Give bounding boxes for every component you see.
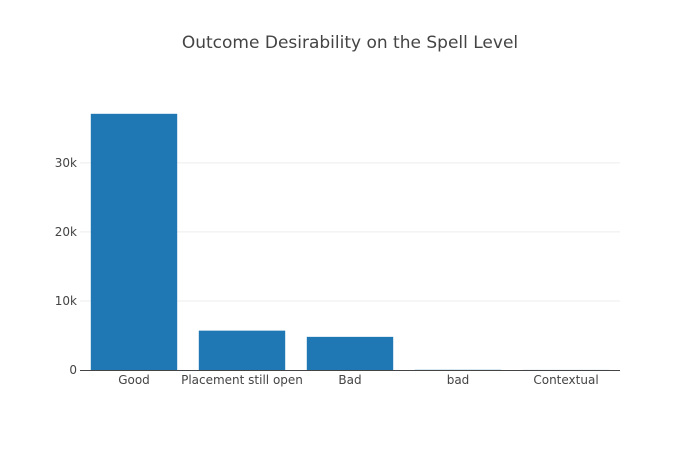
x-tick-label: Contextual	[533, 373, 598, 387]
chart-title: Outcome Desirability on the Spell Level	[181, 33, 519, 53]
bar	[306, 336, 394, 370]
x-tick-label: Good	[118, 373, 150, 387]
y-tick-label: 0	[69, 363, 77, 377]
x-tick-label: Bad	[338, 373, 361, 387]
x-axis-ticks: Good Placement still open Bad bad Contextual	[118, 373, 598, 387]
x-tick-label: Placement still open	[181, 373, 303, 387]
bar	[198, 330, 286, 370]
y-axis-ticks: 0 10k 20k 30k	[55, 156, 77, 377]
y-tick-label: 10k	[55, 294, 77, 308]
y-tick-label: 20k	[55, 225, 77, 239]
x-tick-label: bad	[447, 373, 470, 387]
bar	[90, 113, 178, 371]
y-tick-label: 30k	[55, 156, 77, 170]
bars	[90, 113, 610, 371]
